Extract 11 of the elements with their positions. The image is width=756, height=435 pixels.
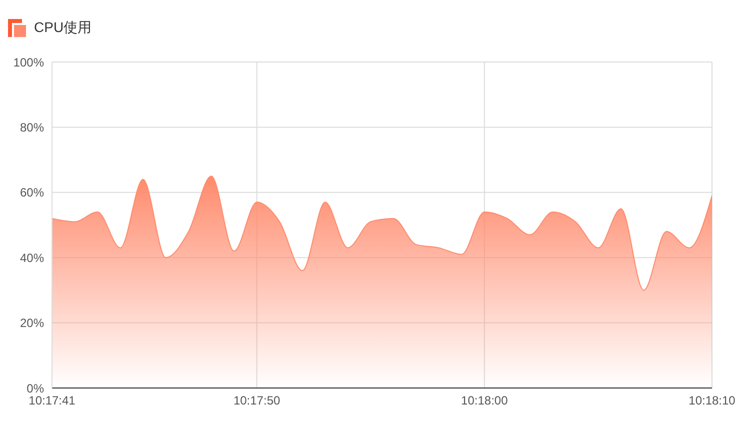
chart-title: CPU使用 [34, 19, 92, 37]
y-tick-label: 80% [20, 120, 44, 134]
y-tick-label: 0% [26, 381, 44, 396]
x-tick-label: 10:18:00 [461, 394, 508, 408]
y-tick-label: 20% [20, 316, 44, 330]
y-tick-label: 100% [13, 55, 44, 70]
y-tick-label: 60% [20, 186, 44, 200]
x-tick-label: 10:17:41 [28, 394, 76, 408]
x-tick-label: 10:17:50 [233, 394, 280, 408]
x-tick-label: 10:18:10 [688, 394, 736, 408]
y-tick-label: 40% [20, 250, 44, 265]
